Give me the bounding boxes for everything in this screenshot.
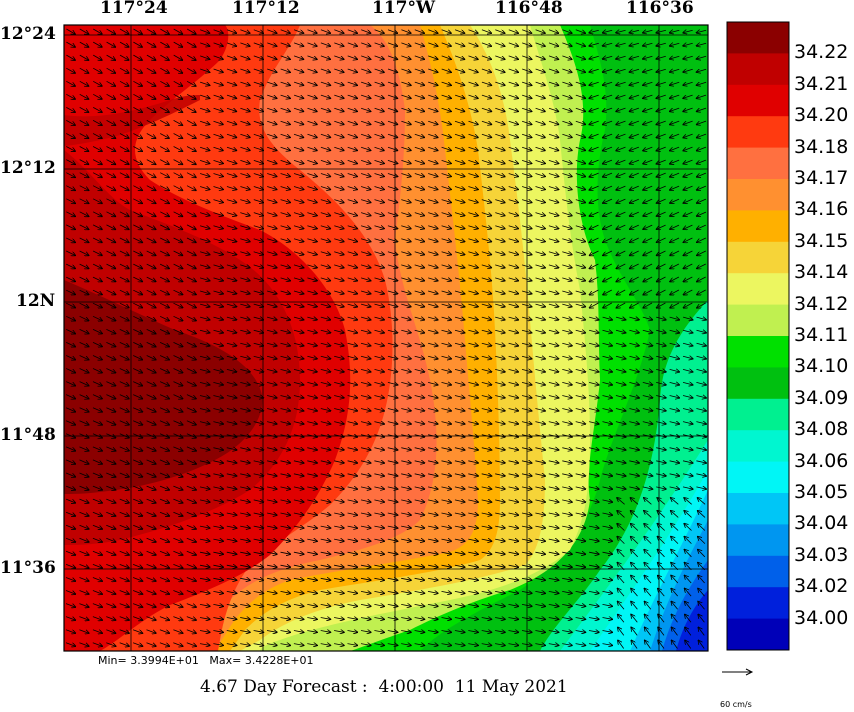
colorbar-swatch: [727, 524, 789, 557]
lon-label-117w: 117°W: [372, 0, 436, 18]
lon-label-116-36: 116°36: [626, 0, 694, 18]
vector-scale-arrow: [722, 668, 754, 676]
colorbar-label: 34.03: [794, 543, 849, 566]
forecast-title: 4.67 Day Forecast : 4:00:00 11 May 2021: [200, 677, 568, 697]
current-vector-field: [65, 28, 706, 649]
salinity-contours: [64, 25, 708, 651]
colorbar-swatch: [727, 84, 789, 117]
colorbar-label: 34.10: [794, 355, 849, 378]
colorbar-label: 34.06: [794, 449, 849, 472]
colorbar-label: 34.15: [794, 229, 849, 252]
colorbar-label: 34.18: [794, 135, 849, 158]
colorbar-label: 34.05: [794, 481, 849, 503]
colorbar-swatch: [727, 618, 789, 651]
lon-label-116-48: 116°48: [495, 0, 563, 18]
colorbar-swatch: [727, 179, 789, 211]
colorbar-swatch: [727, 147, 789, 180]
colorbar-label: 34.11: [794, 324, 849, 346]
colorbar-swatch: [727, 367, 789, 400]
vector-scale-label: 60 cm/s: [720, 700, 752, 709]
colorbar-swatch: [727, 587, 789, 620]
colorbar-swatch: [727, 461, 789, 494]
lat-label-11-48: 11°48: [0, 425, 56, 445]
colorbar-swatch: [727, 53, 789, 86]
colorbar-label: 34.14: [794, 261, 849, 284]
lon-label-117-24: 117°24: [100, 0, 168, 18]
colorbar-label: 34.16: [794, 198, 849, 221]
lat-label-12-12: 12°12: [0, 158, 56, 178]
colorbar-label: 34.22: [794, 41, 849, 64]
colorbar-label: 34.08: [794, 418, 849, 441]
colorbar-label: 34.04: [794, 512, 849, 535]
colorbar-swatch: [727, 493, 789, 525]
colorbar-swatch: [727, 116, 789, 149]
colorbar-swatch: [727, 336, 789, 368]
colorbar-label: 34.20: [794, 104, 849, 127]
lat-label-11-36: 11°36: [0, 558, 56, 578]
min-max-text: Min= 3.3994E+01 Max= 3.4228E+01: [98, 654, 314, 667]
lat-label-12n: 12N: [16, 291, 56, 311]
colorbar-swatch: [727, 241, 789, 274]
colorbar-label: 34.00: [794, 606, 849, 629]
colorbar-label: 34.21: [794, 72, 849, 95]
colorbar-label: 34.02: [794, 575, 849, 598]
colorbar-swatch: [727, 398, 789, 431]
colorbar-label: 34.09: [794, 386, 849, 409]
colorbar-label: 34.12: [794, 292, 849, 315]
colorbar-swatch: [727, 210, 789, 243]
colorbar-swatch: [727, 430, 789, 463]
lat-label-12-24: 12°24: [0, 24, 56, 44]
colorbar-swatch: [727, 555, 789, 588]
colorbar-swatch: [727, 273, 789, 306]
lon-label-117-12: 117°12: [232, 0, 300, 18]
lat-lon-grid: [63, 24, 709, 652]
colorbar-label: 34.17: [794, 167, 849, 189]
colorbar-swatch: [727, 22, 789, 54]
colorbar-swatch: [727, 304, 789, 337]
colorbar: [726, 21, 790, 651]
